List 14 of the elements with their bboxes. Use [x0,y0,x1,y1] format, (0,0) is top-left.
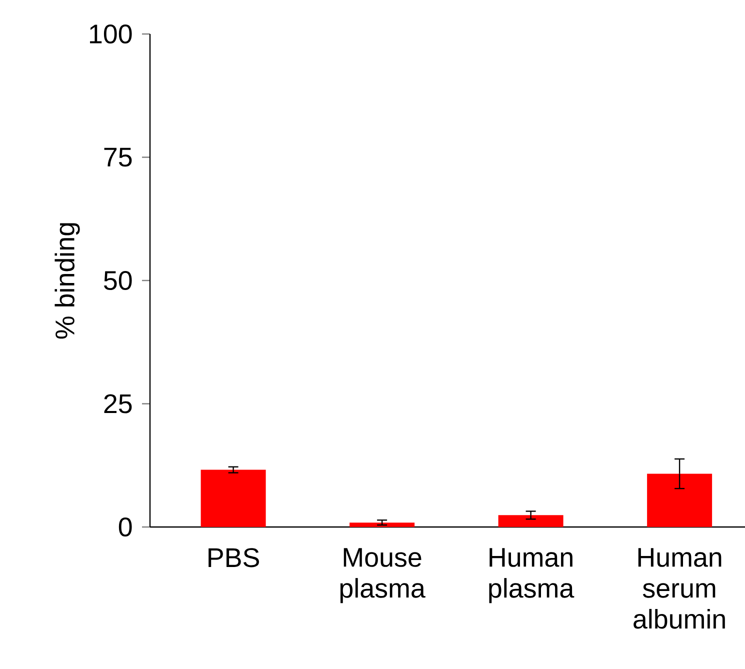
y-tick-label: 0 [118,517,132,537]
x-tick-label: PBS [208,548,259,568]
y-tick-label: 50 [104,270,132,290]
y-tick-label: 75 [104,148,132,167]
bar [200,470,266,527]
y-tick-label: 100 [90,24,132,44]
x-tick-label: Human serum albumin [634,548,725,629]
x-tick-label: Human plasma [489,548,574,604]
bar [350,522,415,527]
y-tick-label: 25 [104,394,132,414]
y-axis-title: % binding [54,223,80,339]
x-tick-label: Mouse plasma [340,548,426,604]
bar [647,474,712,527]
bar [498,515,564,527]
